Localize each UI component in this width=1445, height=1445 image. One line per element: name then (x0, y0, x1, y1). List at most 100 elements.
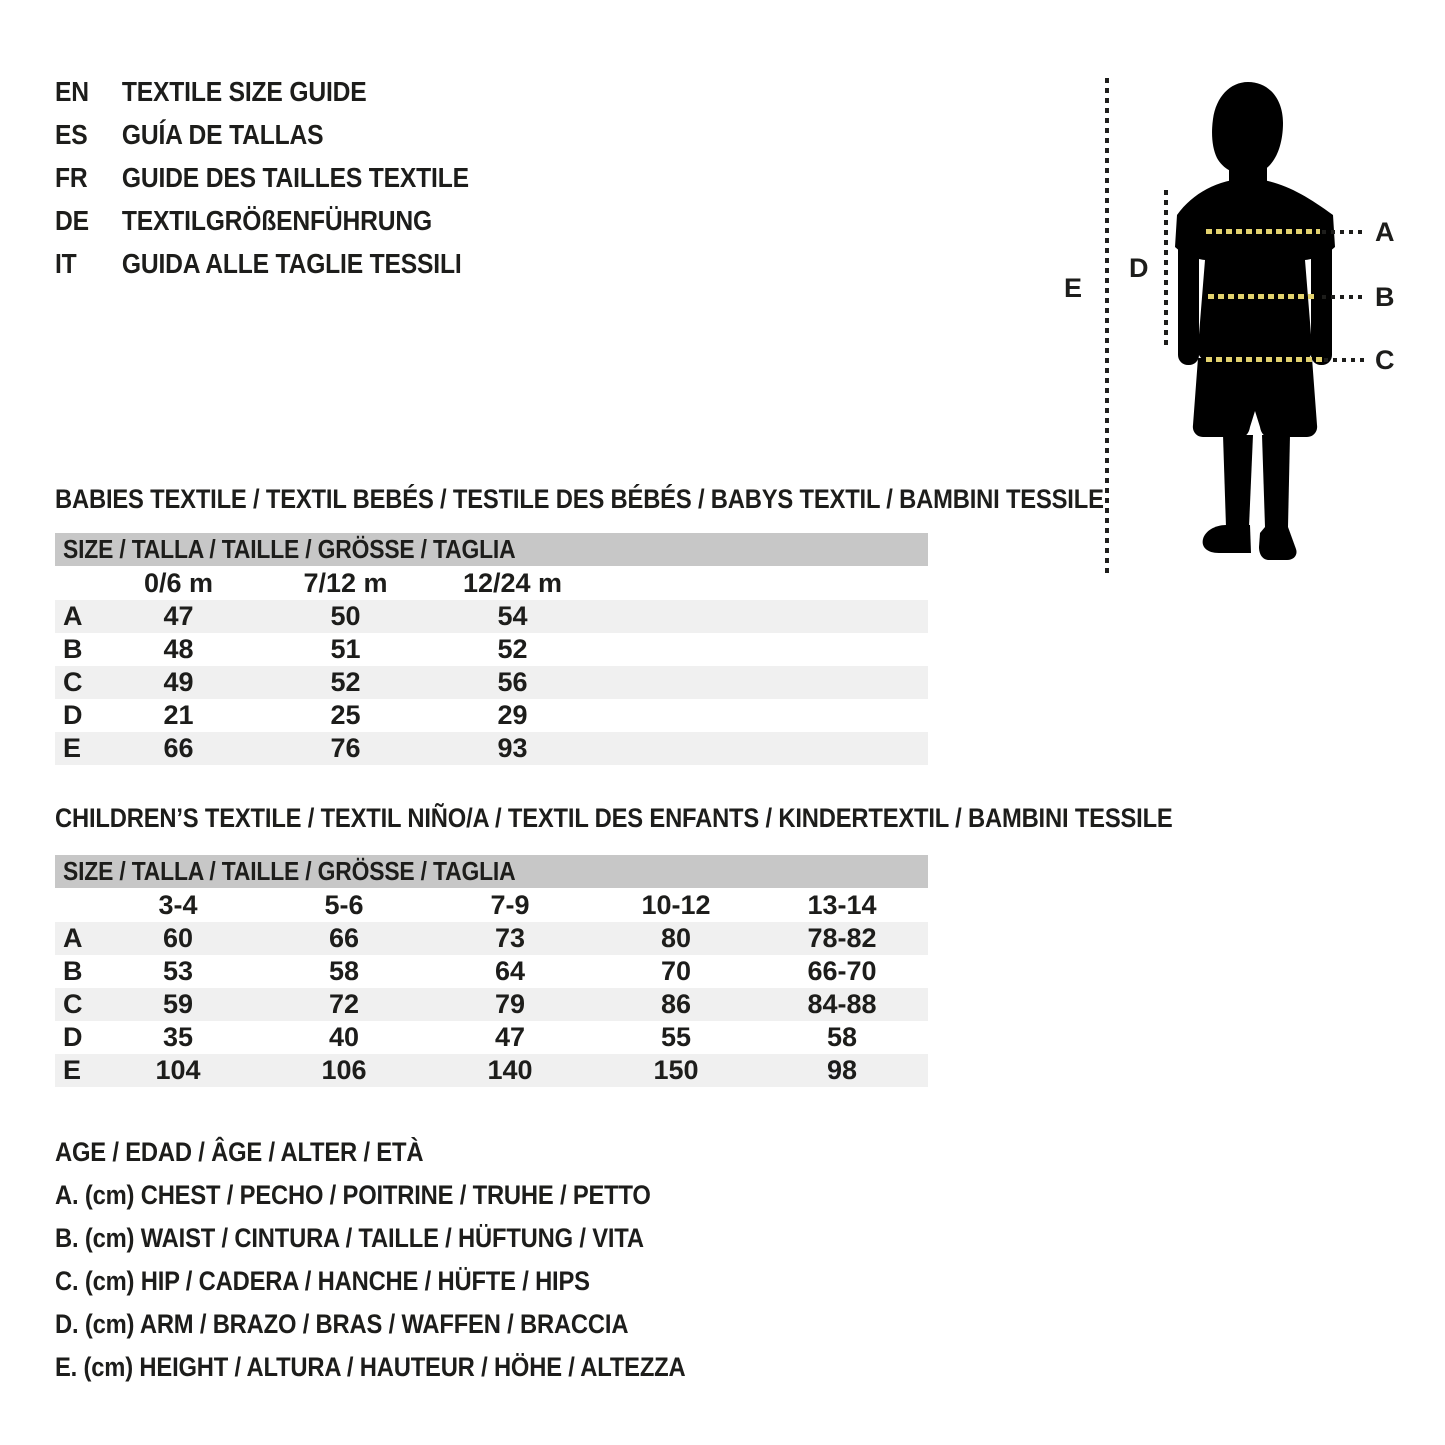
table-cell: 80 (660, 923, 692, 953)
label-d: D (1129, 253, 1149, 283)
lang-row-en: EN TEXTILE SIZE GUIDE (55, 70, 525, 113)
row-label: A (63, 601, 83, 631)
lang-code: ES (55, 119, 88, 150)
silhouette-left-leg (1223, 435, 1253, 527)
lang-code: IT (55, 248, 77, 279)
silhouette-left-arm (1178, 227, 1199, 365)
table-row: D 21 25 29 (55, 699, 928, 732)
table-cell: 79 (494, 989, 526, 1019)
lang-title: GUÍA DE TALLAS (121, 119, 324, 150)
table-row: E 104 106 140 150 98 (55, 1054, 928, 1087)
legend-age: AGE / EDAD / ÂGE / ALTER / ETÀ (55, 1137, 424, 1167)
children-col-header: 3-4 (158, 890, 198, 920)
table-cell: 48 (163, 634, 194, 664)
label-c: C (1375, 345, 1395, 375)
table-cell: 66 (163, 733, 194, 763)
row-label: D (63, 1022, 83, 1052)
legend-waist: B. (cm) WAIST / CINTURA / TAILLE / HÜFTU… (55, 1223, 644, 1253)
lang-row-it: IT GUIDA ALLE TAGLIE TESSILI (55, 242, 525, 285)
table-row: C 49 52 56 (55, 666, 928, 699)
lang-code: DE (55, 205, 89, 236)
label-e: E (1064, 273, 1083, 303)
table-cell: 55 (660, 1022, 692, 1052)
chest-measure-leader-a (1322, 230, 1364, 234)
hip-measure-dash-c (1206, 357, 1322, 362)
row-label: B (63, 634, 83, 664)
babies-column-header-row: 0/6 m 7/12 m 12/24 m (55, 566, 928, 600)
table-row: C 59 72 79 86 84-88 (55, 988, 928, 1021)
children-column-header-row: 3-4 5-6 7-9 10-12 13-14 (55, 888, 928, 922)
babies-size-header-bar: SIZE / TALLA / TAILLE / GRÖSSE / TAGLIA (55, 533, 928, 566)
language-title-list: EN TEXTILE SIZE GUIDE ES GUÍA DE TALLAS FR… (55, 70, 525, 285)
row-label: A (63, 923, 83, 953)
silhouette-shorts (1192, 358, 1318, 437)
table-cell: 66 (328, 923, 360, 953)
table-cell: 51 (330, 634, 361, 664)
table-cell: 35 (162, 1022, 194, 1052)
table-cell: 60 (162, 923, 194, 953)
table-row: E 66 76 93 (55, 732, 928, 765)
lang-row-de: DE TEXTILGRÖßENFÜHRUNG (55, 199, 525, 242)
row-label: C (63, 667, 83, 697)
waist-measure-leader-b (1322, 295, 1364, 299)
table-row: A 60 66 73 80 78-82 (55, 922, 928, 955)
babies-col-header: 0/6 m (143, 568, 214, 598)
table-cell: 78-82 (807, 923, 877, 953)
legend-height: E. (cm) HEIGHT / ALTURA / HAUTEUR / HÖHE… (55, 1352, 686, 1382)
table-cell: 25 (330, 700, 361, 730)
children-col-header: 5-6 (324, 890, 364, 920)
table-cell: 54 (497, 601, 528, 631)
table-cell: 150 (653, 1055, 699, 1085)
table-cell: 104 (155, 1055, 201, 1085)
table-row: D 35 40 47 55 58 (55, 1021, 928, 1054)
table-cell: 47 (494, 1022, 526, 1052)
legend-arm: D. (cm) ARM / BRAZO / BRAS / WAFFEN / BR… (55, 1309, 629, 1339)
lang-title: TEXTILGRÖßENFÜHRUNG (121, 205, 433, 236)
row-label: D (63, 700, 83, 730)
table-cell: 84-88 (807, 989, 877, 1019)
lang-code: EN (55, 76, 89, 107)
children-col-header: 7-9 (490, 890, 530, 920)
row-label: E (63, 1055, 82, 1085)
children-section-title: CHILDREN’S TEXTILE / TEXTIL NIÑO/A / TEX… (55, 803, 1173, 833)
table-cell: 59 (162, 989, 194, 1019)
table-cell: 64 (494, 956, 526, 986)
table-cell: 72 (328, 989, 360, 1019)
legend-hip: C. (cm) HIP / CADERA / HANCHE / HÜFTE / … (55, 1266, 590, 1296)
table-row: B 48 51 52 (55, 633, 928, 666)
children-size-header-text: SIZE / TALLA / TAILLE / GRÖSSE / TAGLIA (63, 856, 516, 886)
table-cell: 47 (163, 601, 194, 631)
children-table-section: CHILDREN’S TEXTILE / TEXTIL NIÑO/A / TEX… (55, 802, 1173, 1087)
table-row: A 47 50 54 (55, 600, 928, 633)
babies-col-header: 12/24 m (462, 568, 563, 598)
silhouette-shirt (1175, 178, 1335, 360)
babies-section-title: BABIES TEXTILE / TEXTIL BEBÉS / TESTILE … (55, 484, 1104, 514)
table-cell: 98 (826, 1055, 858, 1085)
table-cell: 21 (163, 700, 194, 730)
row-label: C (63, 989, 83, 1019)
silhouette-head (1212, 82, 1283, 175)
silhouette-right-leg (1262, 435, 1290, 527)
silhouette-right-shoe (1259, 527, 1297, 560)
table-cell: 53 (162, 956, 194, 986)
babies-col-header: 7/12 m (303, 568, 388, 598)
label-b: B (1375, 282, 1395, 312)
table-cell: 140 (487, 1055, 533, 1085)
measurement-legend: AGE / EDAD / ÂGE / ALTER / ETÀ A. (cm) C… (55, 1131, 771, 1389)
lang-title: GUIDE DES TAILLES TEXTILE (121, 162, 469, 193)
table-cell: 49 (163, 667, 194, 697)
table-cell: 66-70 (807, 956, 877, 986)
table-cell: 29 (497, 700, 528, 730)
height-measure-line-e (1105, 78, 1109, 576)
lang-title: GUIDA ALLE TAGLIE TESSILI (121, 248, 462, 279)
silhouette-right-arm (1311, 227, 1332, 365)
table-cell: 73 (494, 923, 526, 953)
row-label: B (63, 956, 83, 986)
silhouette-left-shoe (1202, 525, 1251, 553)
table-cell: 70 (660, 956, 692, 986)
table-cell: 93 (497, 733, 528, 763)
table-row: B 53 58 64 70 66-70 (55, 955, 928, 988)
label-a: A (1375, 217, 1395, 247)
lang-code: FR (55, 162, 88, 193)
table-cell: 52 (330, 667, 361, 697)
